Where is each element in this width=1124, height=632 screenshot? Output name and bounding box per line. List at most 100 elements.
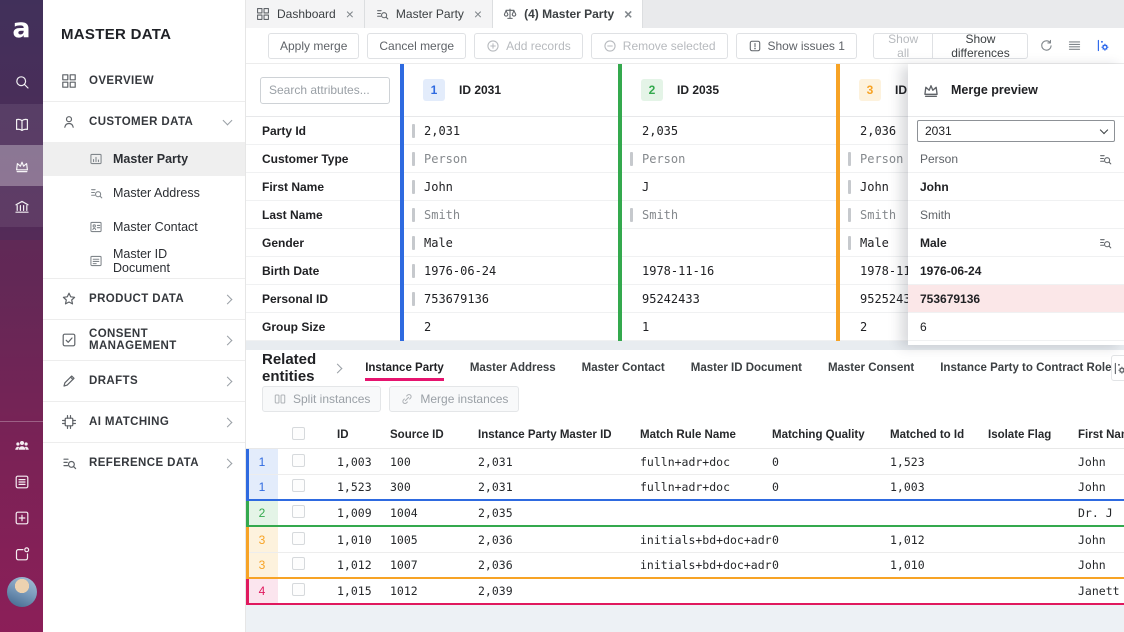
sidebar-item-drafts[interactable]: DRAFTS [43, 361, 245, 401]
value-cell[interactable] [618, 229, 836, 257]
merge-preview-record-select[interactable]: 2031 [917, 120, 1115, 142]
related-tab-master-contact[interactable]: Master Contact [581, 362, 665, 374]
remove-selected-button[interactable]: Remove selected [590, 32, 728, 59]
drag-handle-icon[interactable] [412, 179, 415, 194]
value-cell[interactable]: 1976-06-24 [400, 257, 618, 285]
tab-4-master-party[interactable]: (4) Master Party × [493, 0, 644, 28]
rail-search-button[interactable] [0, 62, 43, 102]
drag-handle-icon[interactable] [848, 179, 851, 194]
merge-preview-value[interactable]: Person [908, 145, 1124, 173]
value-cell[interactable]: Smith [400, 201, 618, 229]
sidebar-item-customer-data[interactable]: CUSTOMER DATA [43, 102, 245, 142]
sidebar-item-overview[interactable]: OVERVIEW [43, 61, 245, 101]
rail-plus-box-button[interactable] [0, 500, 43, 536]
column-header-isolate-flag[interactable]: Isolate Flag [988, 429, 1052, 441]
value-cell[interactable]: 95242433 [618, 285, 836, 313]
column-settings-button[interactable] [1092, 34, 1112, 58]
related-tab-master-consent[interactable]: Master Consent [827, 362, 915, 374]
row-checkbox[interactable] [278, 583, 337, 599]
eq-icon[interactable] [1098, 152, 1112, 166]
show-issues-1-button[interactable]: Show issues 1 [735, 32, 857, 59]
sidebar-item-ai-matching[interactable]: AI MATCHING [43, 402, 245, 442]
drag-handle-icon[interactable] [848, 207, 851, 222]
column-header-match-rule-name[interactable]: Match Rule Name [640, 429, 736, 441]
sidebar-item-consent-management[interactable]: CONSENT MANAGEMENT [43, 320, 245, 360]
value-cell[interactable]: 1 [618, 313, 836, 341]
rail-list-box-button[interactable] [0, 464, 43, 500]
table-row[interactable]: 3 1,012 1007 2,036 initials+bd+doc+adr 0 1,01… [246, 553, 1124, 579]
table-row[interactable]: 2 1,009 1004 2,035 Dr. J [246, 501, 1124, 527]
sidebar-item-master-contact[interactable]: Master Contact [43, 210, 245, 244]
column-header-instance-party-master-id[interactable]: Instance Party Master ID [478, 429, 612, 441]
show-differences-button[interactable]: Show differences [932, 32, 1029, 60]
column-header-source-id[interactable]: Source ID [390, 429, 444, 441]
row-checkbox[interactable] [278, 505, 337, 521]
table-column-settings-button[interactable] [1111, 355, 1124, 381]
drag-handle-icon[interactable] [412, 123, 415, 138]
row-checkbox[interactable] [278, 557, 337, 573]
sidebar-item-master-party[interactable]: Master Party [43, 142, 245, 176]
merge-preview-value[interactable]: 1976-06-24 [908, 257, 1124, 285]
value-cell[interactable]: 753679136 [400, 285, 618, 313]
select-all-checkbox[interactable] [278, 427, 337, 443]
value-cell[interactable]: 2 [400, 313, 618, 341]
related-tab-instance-party[interactable]: Instance Party [365, 362, 444, 381]
tab-master-party[interactable]: Master Party × [364, 0, 494, 28]
drag-handle-icon[interactable] [412, 235, 415, 250]
value-cell[interactable]: 2,031 [400, 117, 618, 145]
drag-handle-icon[interactable] [412, 263, 415, 278]
rail-people-button[interactable] [0, 428, 43, 464]
value-cell[interactable]: J [618, 173, 836, 201]
show-all-button[interactable]: Show all [872, 32, 933, 60]
row-checkbox[interactable] [278, 479, 337, 495]
sidebar-item-master-address[interactable]: Master Address [43, 176, 245, 210]
drag-handle-icon[interactable] [848, 151, 851, 166]
eq-icon[interactable] [1098, 236, 1112, 250]
drag-handle-icon[interactable] [630, 151, 633, 166]
chevron-right-icon[interactable] [332, 363, 343, 373]
table-row[interactable]: 3 1,010 1005 2,036 initials+bd+doc+adr 0 1,01… [246, 527, 1124, 553]
apply-merge-button[interactable]: Apply merge [268, 32, 360, 59]
menu-lines-button[interactable] [1064, 34, 1084, 58]
merge-instances-button[interactable]: Merge instances [389, 386, 520, 412]
row-checkbox[interactable] [278, 453, 337, 470]
value-cell[interactable]: Person [400, 145, 618, 173]
merge-preview-value[interactable]: Smith [908, 201, 1124, 229]
app-logo[interactable]: a [12, 12, 31, 44]
close-icon[interactable]: × [345, 6, 354, 22]
drag-handle-icon[interactable] [412, 291, 415, 306]
value-cell[interactable]: 1978-11-16 [618, 257, 836, 285]
column-header-first-name[interactable]: First Name [1078, 429, 1124, 441]
table-row[interactable]: 4 1,015 1012 2,039 Janett [246, 579, 1124, 605]
related-tab-master-address[interactable]: Master Address [469, 362, 556, 374]
add-records-button[interactable]: Add records [474, 32, 583, 59]
search-attributes-input[interactable] [260, 76, 390, 104]
merge-preview-value[interactable]: 6 [908, 313, 1124, 341]
value-cell[interactable]: 2,035 [618, 117, 836, 145]
user-avatar[interactable] [6, 577, 37, 607]
sidebar-item-master-id-document[interactable]: Master ID Document [43, 244, 245, 278]
refresh-button[interactable] [1036, 34, 1056, 58]
value-cell[interactable]: John [400, 173, 618, 201]
related-tab-instance-party-to-contract-role[interactable]: Instance Party to Contract Role [940, 362, 1112, 374]
drag-handle-icon[interactable] [412, 151, 415, 166]
related-tab-master-id-document[interactable]: Master ID Document [690, 362, 802, 374]
drag-handle-icon[interactable] [630, 207, 633, 222]
rail-book-button[interactable] [0, 104, 43, 145]
close-icon[interactable]: × [624, 6, 633, 22]
cancel-merge-button[interactable]: Cancel merge [367, 32, 467, 59]
sidebar-item-product-data[interactable]: PRODUCT DATA [43, 279, 245, 319]
table-row[interactable]: 1 1,003 100 2,031 fulln+adr+doc 0 1,523 John [246, 449, 1124, 475]
column-header-matched-to-id[interactable]: Matched to Id [890, 429, 965, 441]
value-cell[interactable]: Male [400, 229, 618, 257]
sidebar-item-reference-data[interactable]: REFERENCE DATA [43, 443, 245, 483]
merge-preview-value[interactable]: John [908, 173, 1124, 201]
table-row[interactable]: 1 1,523 300 2,031 fulln+adr+doc 0 1,003 John [246, 475, 1124, 501]
merge-preview-value[interactable]: 753679136 [908, 285, 1124, 313]
rail-bank-button[interactable] [0, 186, 43, 227]
close-icon[interactable]: × [473, 6, 483, 22]
drag-handle-icon[interactable] [412, 207, 415, 222]
drag-handle-icon[interactable] [848, 235, 851, 250]
merge-preview-value[interactable]: Male [908, 229, 1124, 257]
row-checkbox[interactable] [278, 531, 337, 548]
